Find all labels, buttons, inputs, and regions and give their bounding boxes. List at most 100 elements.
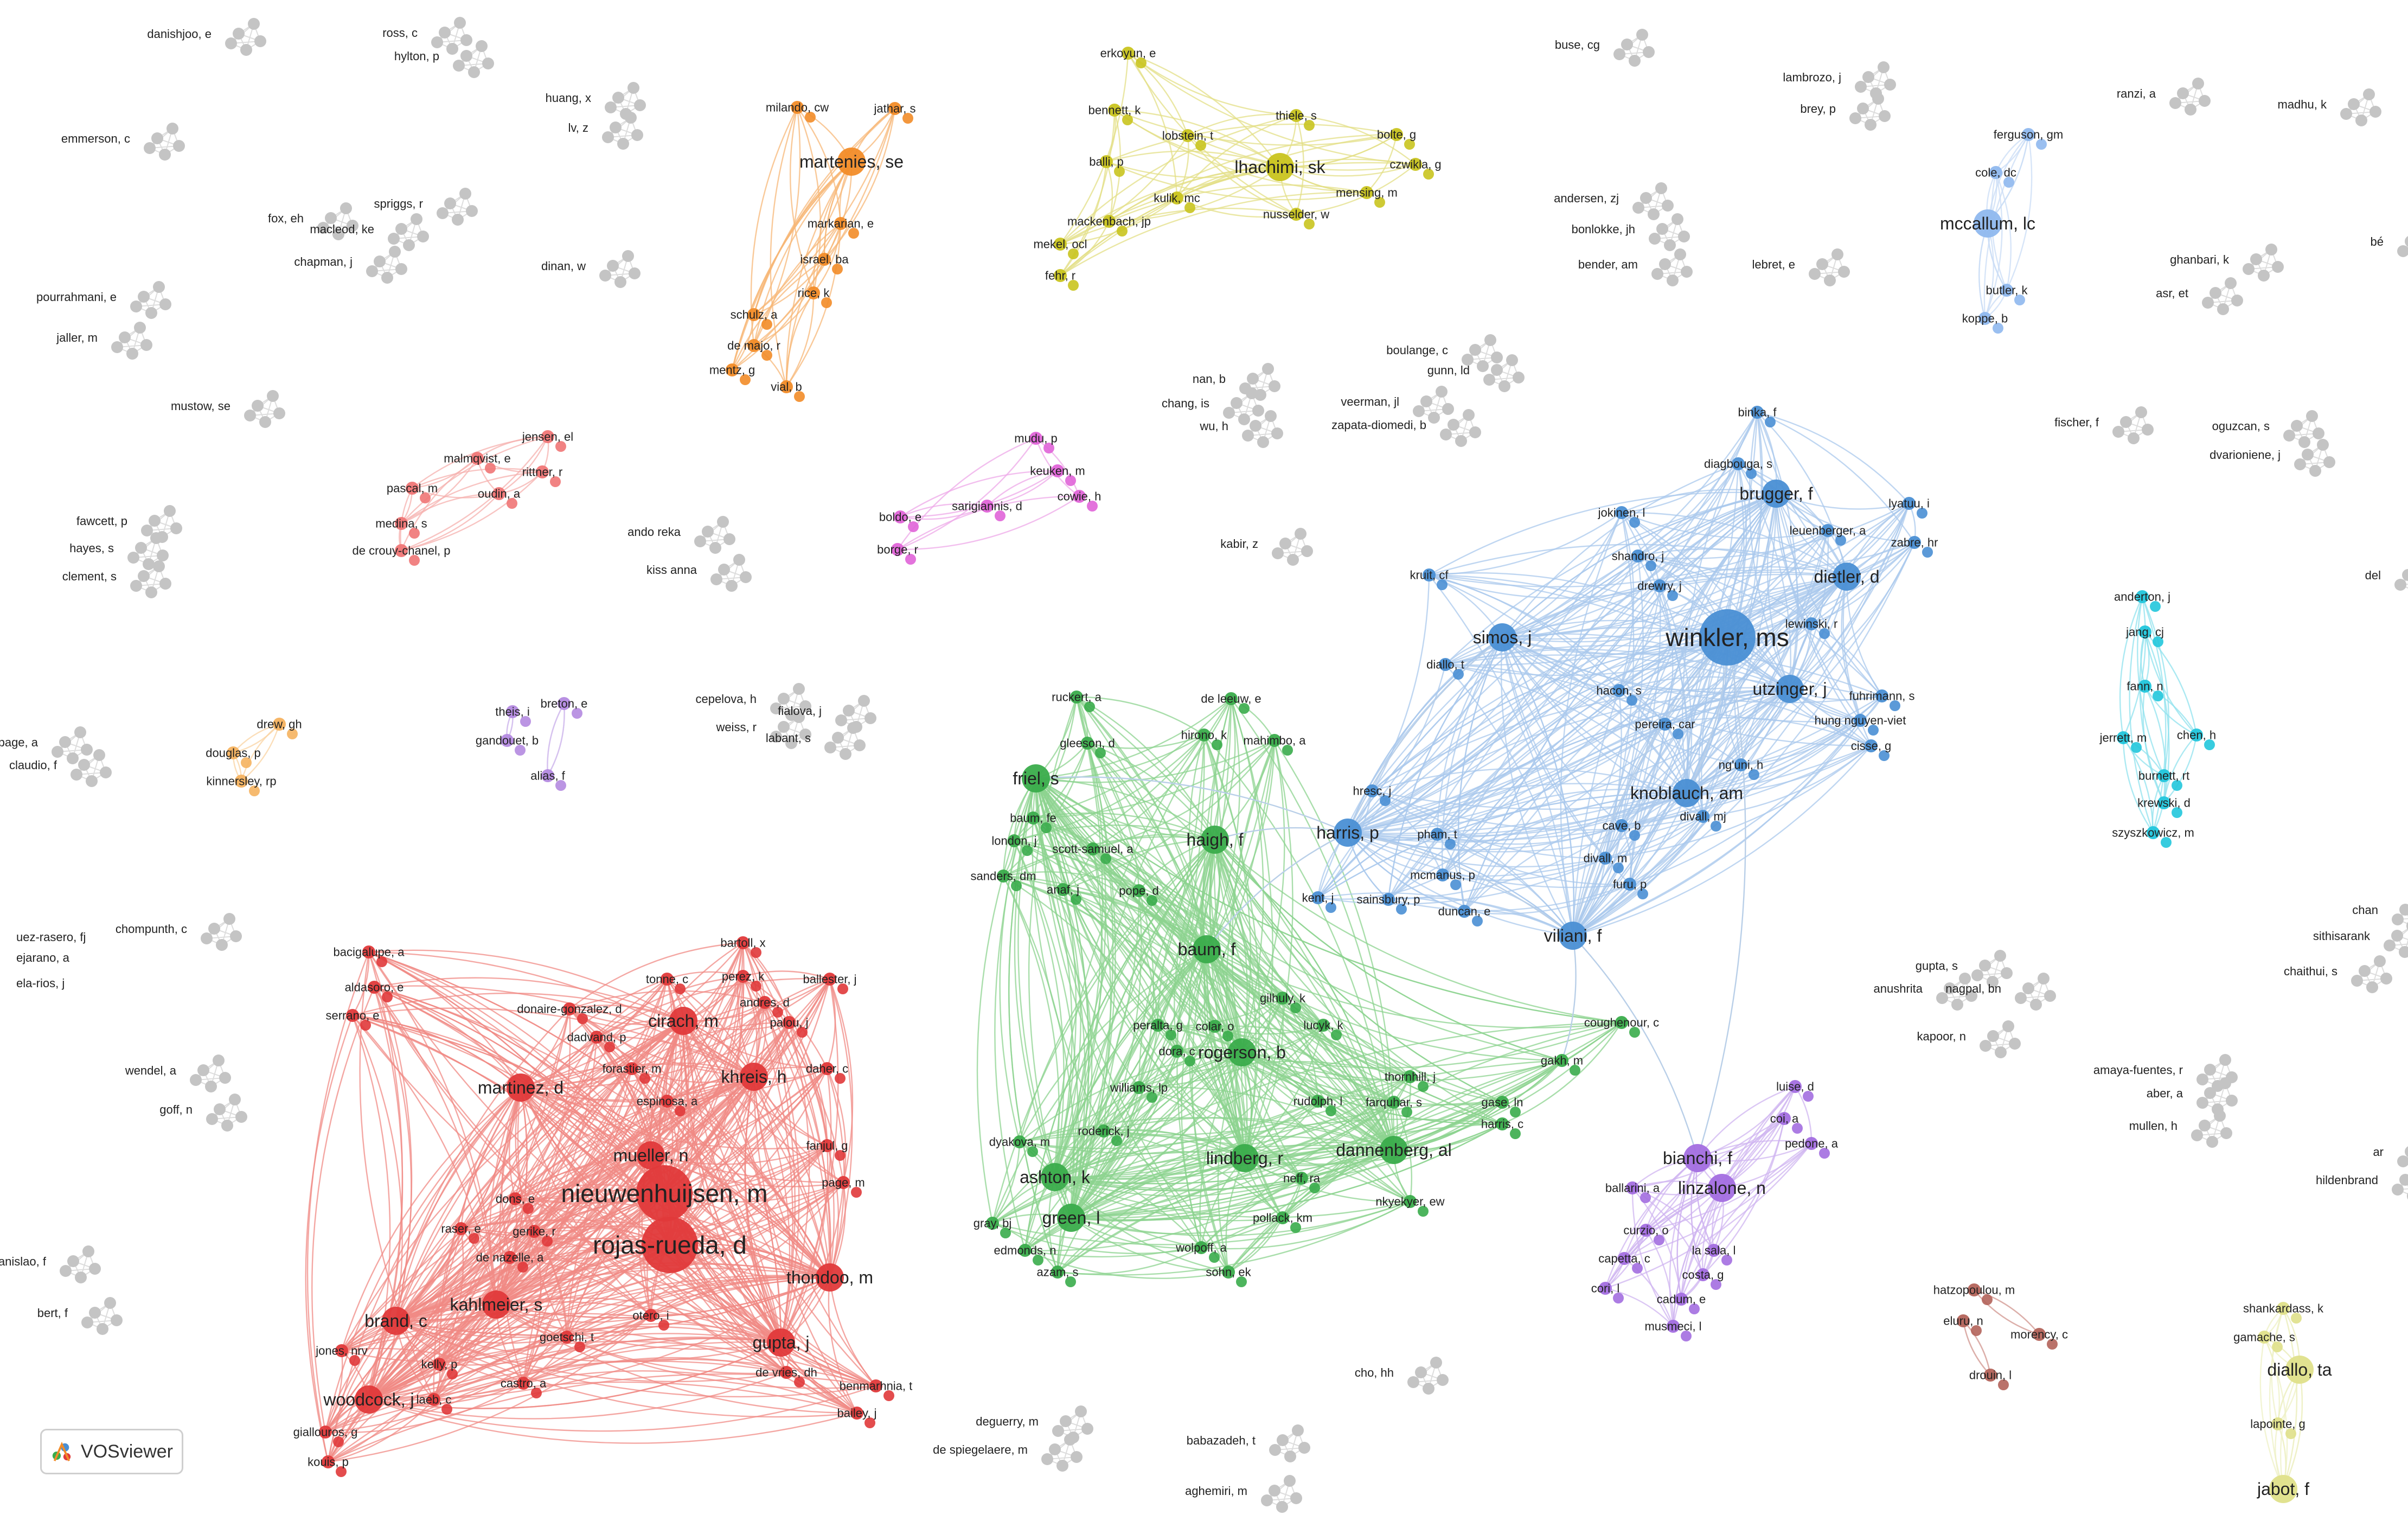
node[interactable] — [1170, 191, 1183, 204]
node[interactable] — [627, 82, 639, 94]
node[interactable] — [1613, 1293, 1624, 1303]
node[interactable] — [2177, 87, 2189, 99]
node[interactable] — [528, 1225, 541, 1238]
node[interactable] — [453, 60, 465, 72]
node[interactable] — [1013, 1135, 1026, 1148]
node[interactable] — [1268, 734, 1281, 747]
node[interactable] — [2169, 97, 2181, 109]
node[interactable] — [1809, 268, 1821, 280]
node[interactable] — [1623, 878, 1636, 891]
node[interactable] — [173, 140, 185, 152]
node[interactable] — [1816, 258, 1828, 270]
node[interactable] — [2220, 1127, 2232, 1139]
node[interactable] — [1824, 274, 1836, 286]
node[interactable] — [1667, 590, 1678, 601]
node[interactable] — [1879, 750, 1890, 761]
node[interactable] — [325, 212, 337, 224]
node[interactable] — [395, 517, 408, 530]
node[interactable] — [1792, 1123, 1803, 1134]
node[interactable] — [1458, 905, 1471, 918]
node[interactable] — [772, 1007, 783, 1018]
node[interactable] — [130, 301, 142, 312]
node[interactable] — [1418, 1081, 1429, 1092]
node[interactable] — [770, 731, 782, 743]
node[interactable] — [447, 1369, 458, 1379]
node[interactable] — [883, 1390, 894, 1401]
node[interactable] — [1872, 93, 1884, 105]
node[interactable] — [1415, 1366, 1427, 1378]
node[interactable] — [636, 1165, 693, 1222]
node[interactable] — [1463, 409, 1475, 421]
node[interactable] — [2135, 406, 2147, 418]
node[interactable] — [1290, 1492, 1302, 1504]
node[interactable] — [2120, 416, 2132, 428]
node[interactable] — [558, 697, 571, 710]
node[interactable] — [2226, 1095, 2238, 1107]
node[interactable] — [78, 759, 90, 771]
node[interactable] — [1469, 426, 1481, 438]
node[interactable] — [821, 1062, 834, 1075]
node[interactable] — [1488, 623, 1516, 651]
node[interactable] — [1222, 1266, 1235, 1279]
node[interactable] — [2196, 1097, 2208, 1109]
node[interactable] — [637, 1141, 665, 1169]
node[interactable] — [1655, 182, 1667, 194]
node[interactable] — [1678, 231, 1690, 242]
node[interactable] — [675, 983, 686, 994]
node[interactable] — [1831, 248, 1843, 260]
node[interactable] — [821, 297, 832, 308]
node[interactable] — [509, 1192, 522, 1205]
node[interactable] — [1865, 739, 1878, 752]
node[interactable] — [1908, 536, 1921, 549]
node[interactable] — [104, 1297, 116, 1309]
node[interactable] — [555, 441, 566, 452]
node[interactable] — [1151, 1019, 1164, 1032]
node[interactable] — [89, 1263, 101, 1275]
node[interactable] — [366, 265, 378, 277]
node[interactable] — [1033, 1255, 1043, 1266]
node[interactable] — [1238, 413, 1250, 425]
node[interactable] — [1054, 238, 1067, 251]
node[interactable] — [1636, 29, 1648, 41]
node[interactable] — [2397, 245, 2408, 257]
node[interactable] — [2294, 458, 2306, 470]
node[interactable] — [349, 1355, 360, 1366]
node[interactable] — [197, 1064, 209, 1076]
node[interactable] — [837, 1176, 850, 1189]
node[interactable] — [850, 1407, 863, 1420]
node[interactable] — [249, 785, 260, 796]
node[interactable] — [770, 702, 782, 714]
node[interactable] — [482, 1290, 510, 1319]
node[interactable] — [1483, 374, 1495, 386]
node[interactable] — [709, 542, 721, 554]
node[interactable] — [1239, 703, 1250, 714]
node[interactable] — [1276, 1501, 1288, 1513]
node[interactable] — [541, 769, 554, 782]
node[interactable] — [2150, 601, 2161, 612]
node[interactable] — [848, 228, 859, 239]
node[interactable] — [864, 712, 876, 724]
node[interactable] — [541, 430, 554, 443]
node[interactable] — [1626, 1181, 1639, 1194]
node[interactable] — [1631, 549, 1644, 563]
node[interactable] — [2394, 579, 2406, 591]
node[interactable] — [894, 510, 907, 523]
node[interactable] — [1648, 208, 1660, 220]
node[interactable] — [1222, 1031, 1233, 1041]
node[interactable] — [834, 217, 847, 230]
node[interactable] — [1472, 916, 1483, 926]
node[interactable] — [2157, 769, 2170, 782]
node[interactable] — [1334, 819, 1362, 847]
node[interactable] — [1108, 104, 1121, 117]
node[interactable] — [2258, 1331, 2271, 1344]
node[interactable] — [221, 1120, 233, 1132]
node[interactable] — [1833, 563, 1861, 591]
node[interactable] — [542, 1236, 553, 1247]
node[interactable] — [2277, 1302, 2290, 1315]
node[interactable] — [1936, 992, 1948, 1004]
node[interactable] — [1629, 55, 1641, 67]
node[interactable] — [840, 748, 851, 760]
node[interactable] — [1805, 617, 1818, 630]
node[interactable] — [1081, 737, 1094, 750]
